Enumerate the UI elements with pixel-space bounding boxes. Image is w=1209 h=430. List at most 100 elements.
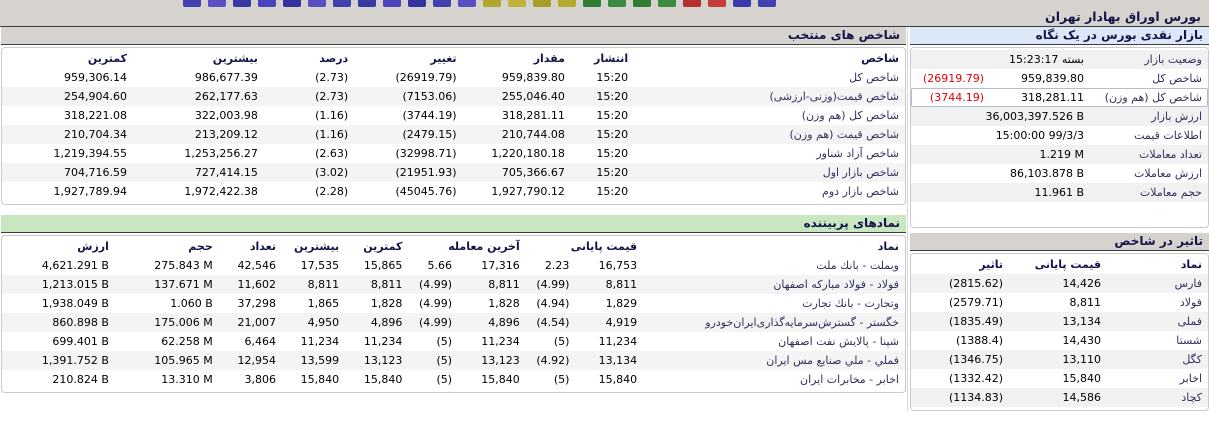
cell-impact: (2815.62) — [948, 277, 1004, 290]
page-title: بورس اوراق بهادار تهران — [0, 7, 1209, 27]
cell-volume: 62.258 M — [161, 335, 213, 348]
table-row[interactable]: شپنا - پالایش نفت اصفهان 11,234 (5) 11,234 (… — [2, 332, 905, 351]
table-row[interactable]: شاخص بازار دوم 15:20 1,927,790.12 (45045.76… — [2, 182, 905, 201]
cell-last: 4,896 — [488, 316, 520, 329]
cell-value: 255,046.40 — [501, 90, 565, 103]
table-row[interactable]: شاخص قیمت(وزنی-ارزشی) 15:20 255,046.40 (715… — [2, 87, 905, 106]
cell-close: 8,811 — [1069, 296, 1102, 309]
table-row[interactable]: اخابر 15,840 (1332.42) — [911, 369, 1208, 388]
cell-impact: (1835.49) — [948, 315, 1004, 328]
cell-change: (26919.79) — [395, 71, 457, 84]
cell-change: (3744.19) — [402, 109, 457, 122]
table-row[interactable]: کچاد 14,586 (1134.83) — [911, 388, 1208, 407]
cell-last_pct: (4.99) — [418, 316, 453, 329]
cell-volume: 105.965 M — [154, 354, 213, 367]
table-row[interactable]: فملي - ملي صنايع مس ايران 13,134 (4.92) 13,… — [2, 351, 905, 370]
cell-low: 1,219,394.55 — [53, 147, 127, 160]
toolbar-icon[interactable] — [408, 0, 426, 7]
toolbar-icon[interactable] — [633, 0, 651, 7]
toolbar-icon[interactable] — [433, 0, 451, 7]
toolbar-icon[interactable] — [183, 0, 201, 7]
cell-value: 705,366.67 — [501, 166, 565, 179]
cell-percent: (2.28) — [315, 185, 349, 198]
overview-row[interactable]: وضعیت بازار بسته 15:23:17 — [911, 50, 1208, 69]
toolbar-icon[interactable] — [658, 0, 676, 7]
table-row[interactable]: شاخص آزاد شناور 15:20 1,220,180.18 (32998.7… — [2, 144, 905, 163]
table-row[interactable]: شاخص بازار اول 15:20 705,366.67 (21951.93) (… — [2, 163, 905, 182]
cell-close_pct: (5) — [553, 373, 570, 386]
table-row[interactable]: شاخص کل (هم وزن) 15:20 318,281.11 (3744.19)… — [2, 106, 905, 125]
impact-header-row: نماد قیمت پایانی تاثیر — [911, 254, 1208, 274]
cell-count: 42,546 — [237, 259, 276, 272]
cell-name: شاخص بازار دوم — [822, 185, 899, 198]
overview-row[interactable]: اطلاعات قیمت 15:00:00 99/3/3 — [911, 126, 1208, 145]
cell-percent: (2.73) — [315, 90, 349, 103]
toolbar-icon[interactable] — [708, 0, 726, 7]
cell-count: 3,806 — [244, 373, 276, 386]
toolbar-icon[interactable] — [458, 0, 476, 7]
column-header-name: نماد — [877, 240, 899, 253]
cell-percent: (1.16) — [315, 128, 349, 141]
main-panel: شاخص های منتخب شاخص انتشار مقدار تغییر درصد ب… — [0, 27, 907, 411]
toolbar-icon[interactable] — [283, 0, 301, 7]
cell-high: 15,840 — [300, 373, 340, 386]
table-row[interactable]: اخابر - مخابرات ايران 15,840 (5) 15,840 (5) 1… — [2, 370, 905, 389]
toolbar-icon[interactable] — [683, 0, 701, 7]
overview-row[interactable]: شاخص کل 959,839.80 (26919.79) — [911, 69, 1208, 88]
table-row[interactable]: فارس 14,426 (2815.62) — [911, 274, 1208, 293]
table-row[interactable]: فولاد - فولاد مباركه اصفهان 8,811 (4.99) 8,… — [2, 275, 905, 294]
toolbar-icons — [183, 0, 776, 7]
toolbar-icon[interactable] — [308, 0, 326, 7]
cell-volume: 1.060 B — [170, 297, 213, 310]
cell-high: 4,950 — [307, 316, 340, 329]
cell-name: شاخص قیمت (هم وزن) — [789, 128, 899, 141]
table-row[interactable]: شستا 14,430 (1388.4) — [911, 331, 1208, 350]
toolbar-icon[interactable] — [583, 0, 601, 7]
toolbar-icon[interactable] — [208, 0, 226, 7]
overview-label: ارزش معاملات — [1134, 167, 1202, 180]
toolbar-icon[interactable] — [483, 0, 501, 7]
toolbar-icon[interactable] — [358, 0, 376, 7]
toolbar-icon[interactable] — [383, 0, 401, 7]
toolbar-icon[interactable] — [733, 0, 751, 7]
cell-close: 4,919 — [605, 316, 638, 329]
cell-count: 37,298 — [237, 297, 276, 310]
cell-low: 1,828 — [370, 297, 403, 310]
table-row[interactable]: شاخص قیمت (هم وزن) 15:20 210,744.08 (2479.1… — [2, 125, 905, 144]
overview-row[interactable]: حجم معاملات 11.961 B — [911, 183, 1208, 202]
column-header-count: تعداد — [249, 240, 276, 253]
table-row[interactable]: فولاد 8,811 (2579.71) — [911, 293, 1208, 312]
cell-value: 1,220,180.18 — [491, 147, 565, 160]
cell-close: 14,430 — [1062, 334, 1102, 347]
table-row[interactable]: شاخص کل 15:20 959,839.80 (26919.79) (2.73) 98… — [2, 68, 905, 87]
overview-value: 959,839.80 — [1021, 72, 1084, 85]
toolbar-icon[interactable] — [233, 0, 251, 7]
cell-close: 13,134 — [598, 354, 638, 367]
column-header-close: قیمت پایانی — [1034, 258, 1102, 271]
column-header-change: تغییر — [430, 52, 457, 65]
overview-row[interactable]: تعداد معاملات 1.219 M — [911, 145, 1208, 164]
overview-row[interactable]: ارزش معاملات 86,103.878 B — [911, 164, 1208, 183]
toolbar-icon[interactable] — [558, 0, 576, 7]
toolbar-icon[interactable] — [608, 0, 626, 7]
toolbar-icon[interactable] — [758, 0, 776, 7]
cell-value: 1,391.752 B — [41, 354, 109, 367]
cell-high: 13,599 — [300, 354, 340, 367]
overview-row[interactable]: شاخص کل (هم وزن) 318,281.11 (3744.19) — [911, 88, 1208, 107]
cell-name: شپنا - پالایش نفت اصفهان — [778, 335, 899, 348]
cell-high: 1,865 — [307, 297, 340, 310]
table-row[interactable]: وبملت - بانك ملت 16,753 2.23 17,316 5.66 15,8… — [2, 256, 905, 275]
most-viewed-table: نماد قیمت پایانی آخرین معامله کمترین بیشترین… — [2, 236, 905, 389]
cell-name: فولاد - فولاد مباركه اصفهان — [773, 278, 899, 291]
table-row[interactable]: کگل 13,110 (1346.75) — [911, 350, 1208, 369]
toolbar-icon[interactable] — [333, 0, 351, 7]
toolbar-icon[interactable] — [258, 0, 276, 7]
cell-count: 11,602 — [237, 278, 276, 291]
table-row[interactable]: فملی 13,134 (1835.49) — [911, 312, 1208, 331]
cell-name: خگستر - گسترش‌سرمایه‌گذاری‌ایران‌خودرو — [705, 316, 899, 329]
table-row[interactable]: وتجارت - بانك تجارت 1,829 (4.94) 1,828 (4.99… — [2, 294, 905, 313]
toolbar-icon[interactable] — [533, 0, 551, 7]
overview-row[interactable]: ارزش بازار 36,003,397.526 B — [911, 107, 1208, 126]
toolbar-icon[interactable] — [508, 0, 526, 7]
table-row[interactable]: خگستر - گسترش‌سرمایه‌گذاری‌ایران‌خودرو 4,… — [2, 313, 905, 332]
